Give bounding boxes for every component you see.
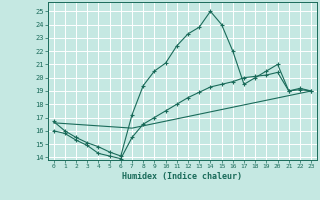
X-axis label: Humidex (Indice chaleur): Humidex (Indice chaleur) (123, 172, 243, 181)
